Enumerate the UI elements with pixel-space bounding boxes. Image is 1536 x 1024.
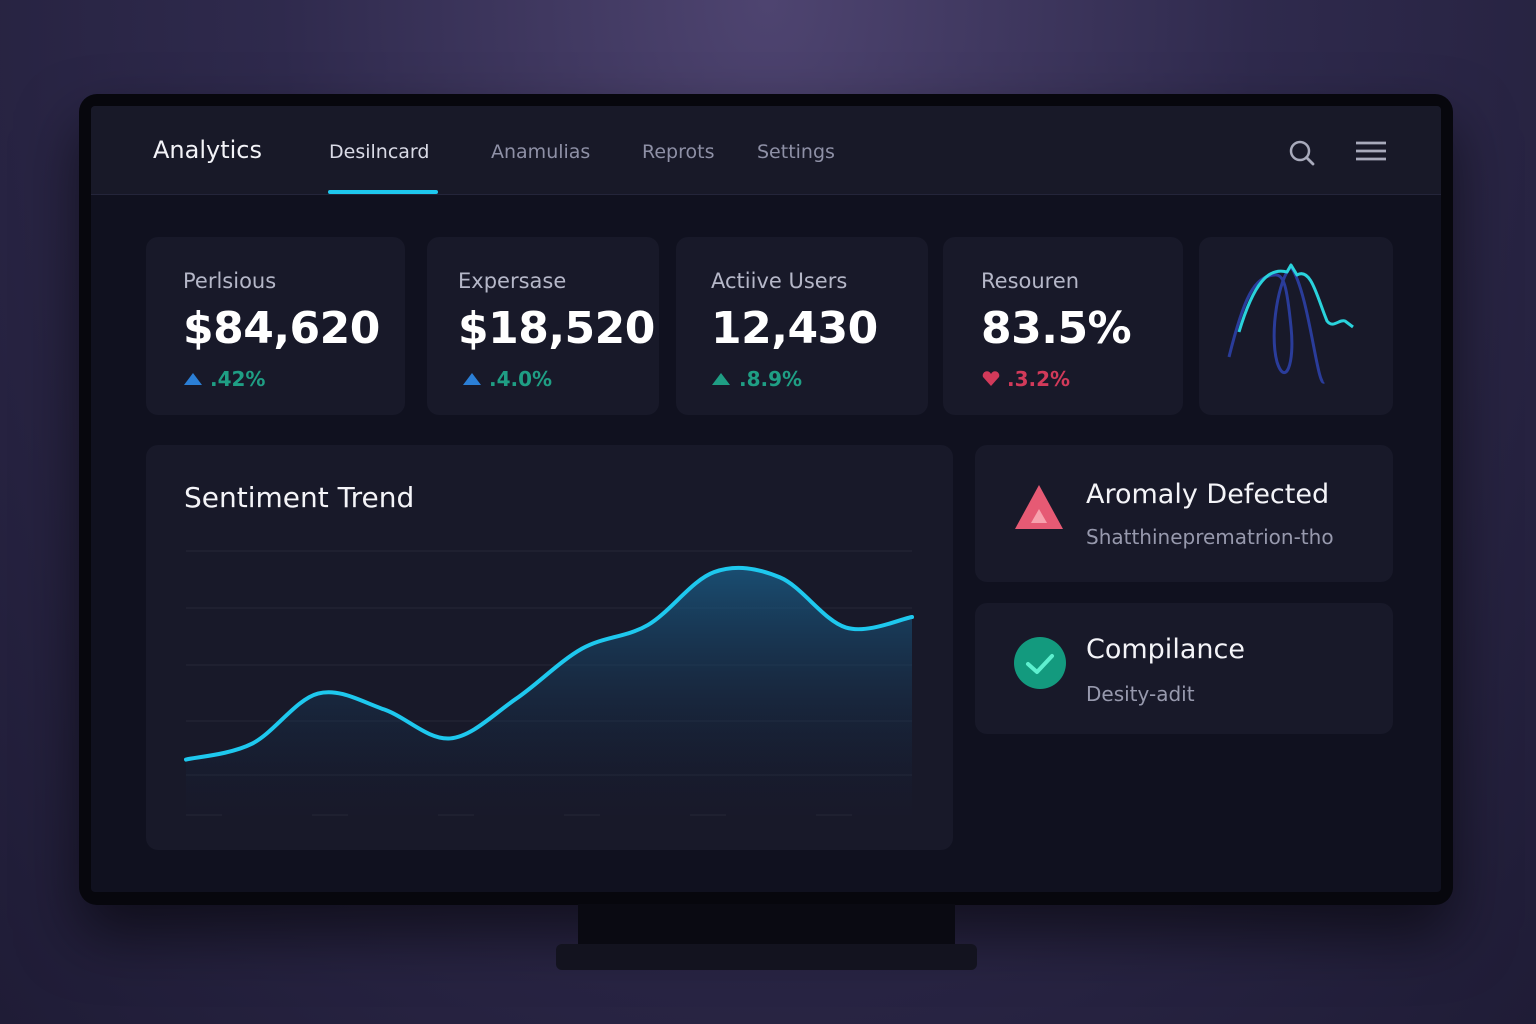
- nav-tab[interactable]: Anamulias: [491, 141, 591, 163]
- sparkline-card: [1199, 237, 1393, 415]
- kpi-card: Perlsious $84,620 .42%: [146, 237, 405, 415]
- alert-text: Desity-adit: [1086, 682, 1195, 706]
- down-heart: [982, 371, 1000, 386]
- alert-text: Shatthineprematrion-tho: [1086, 525, 1334, 549]
- kpi-value: $18,520: [458, 303, 655, 354]
- chart-card: Sentiment Trend: [146, 445, 953, 850]
- stand-base: [556, 944, 977, 970]
- alert-title: Aromaly Defected: [1086, 479, 1330, 510]
- kpi-label: Resouren: [981, 269, 1080, 293]
- alert-card: Compilance Desity-adit: [975, 603, 1393, 734]
- up-arrow: [184, 373, 202, 385]
- active-tab-indicator: [328, 190, 438, 194]
- kpi-card: Resouren 83.5% .3.2%: [943, 237, 1183, 415]
- sentiment-chart: [184, 550, 914, 816]
- up-arrow: [712, 373, 730, 385]
- kpi-card: Actiive Users 12,430 .8.9%: [676, 237, 928, 415]
- kpi-label: Perlsious: [183, 269, 277, 293]
- nav-tab[interactable]: Reprots: [642, 141, 715, 163]
- kpi-change: .42%: [210, 367, 266, 391]
- check-icon: [1014, 637, 1066, 689]
- kpi-change: .4.0%: [489, 367, 553, 391]
- kpi-card: Expersase $18,520 .4.0%: [427, 237, 659, 415]
- alert-card: Aromaly Defected Shatthineprematrion-tho: [975, 445, 1393, 582]
- screen: Analytics Desilncard Anamulias Reprots S…: [91, 106, 1441, 892]
- sparkline: [1227, 263, 1354, 384]
- brand: Analytics: [153, 136, 262, 164]
- alert-title: Compilance: [1086, 634, 1245, 665]
- search-icon[interactable]: [1287, 138, 1317, 168]
- nav-tab[interactable]: Settings: [757, 141, 835, 163]
- sentiment-area: [186, 567, 912, 815]
- kpi-label: Expersase: [458, 269, 567, 293]
- kpi-value: $84,620: [183, 303, 380, 354]
- nav-tab[interactable]: Desilncard: [329, 141, 430, 163]
- kpi-change: .3.2%: [1007, 367, 1071, 391]
- sentiment-line: [184, 565, 914, 762]
- kpi-label: Actiive Users: [711, 269, 848, 293]
- warning-icon: [1015, 485, 1063, 529]
- kpi-value: 12,430: [711, 303, 878, 354]
- up-arrow: [463, 373, 481, 385]
- monitor-stand: [556, 904, 977, 970]
- menu-icon[interactable]: [1354, 140, 1388, 164]
- kpi-value: 83.5%: [981, 303, 1132, 354]
- nav-bar: Analytics Desilncard Anamulias Reprots S…: [91, 106, 1441, 195]
- stand-neck: [578, 904, 955, 944]
- kpi-change: .8.9%: [739, 367, 803, 391]
- chart-title: Sentiment Trend: [184, 481, 415, 514]
